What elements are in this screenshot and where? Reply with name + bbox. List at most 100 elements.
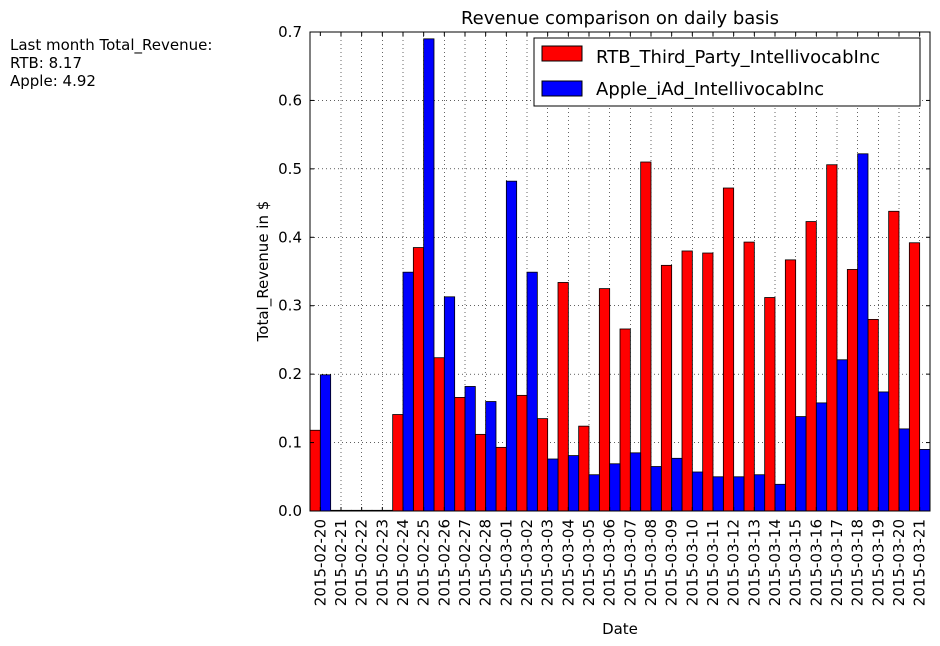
bar-rtb (743, 241, 755, 512)
bar-apple (712, 476, 724, 512)
legend-swatch-rtb (541, 45, 583, 62)
x-tick-label: 2015-03-06 (601, 519, 619, 606)
x-tick-label: 2015-03-15 (787, 519, 805, 606)
bar-apple (505, 180, 518, 512)
bar-rtb (702, 252, 714, 512)
x-tick-label: 2015-03-12 (725, 519, 743, 606)
bar-rtb (867, 318, 879, 512)
legend-swatch-apple (541, 80, 583, 97)
bar-apple (588, 474, 600, 512)
bar-apple (795, 416, 807, 512)
bar-rtb (557, 282, 569, 512)
y-tick-label: 0.1 (278, 434, 302, 452)
bar-rtb (454, 397, 466, 512)
bar-apple (567, 455, 580, 512)
x-tick-label: 2015-03-08 (642, 519, 660, 606)
bar-apple (815, 402, 828, 512)
x-tick-label: 2015-03-05 (580, 519, 598, 606)
x-tick-label: 2015-02-25 (415, 519, 433, 606)
bar-apple (836, 359, 848, 512)
y-tick-label: 0.5 (278, 160, 302, 178)
y-axis-label: Total_Revenue in $ (254, 201, 273, 343)
bar-rtb (846, 269, 859, 512)
y-tick-label: 0.6 (278, 91, 302, 109)
bar-apple (733, 476, 745, 512)
x-tick-label: 2015-03-09 (663, 519, 681, 606)
bar-rtb (412, 247, 425, 512)
summary-title: Last month Total_Revenue: (10, 36, 213, 54)
plot-frame (309, 31, 931, 512)
legend-label-apple: Apple_iAd_IntellivocabInc (596, 79, 824, 100)
bar-apple (753, 474, 766, 512)
x-tick-label: 2015-03-13 (745, 519, 763, 606)
x-tick-label: 2015-02-23 (373, 519, 391, 606)
bar-rtb (826, 164, 838, 512)
bar-rtb (392, 414, 404, 512)
bar-apple (919, 449, 931, 512)
bar-rtb (888, 210, 900, 512)
x-tick-label: 2015-03-17 (828, 519, 846, 606)
x-tick-label: 2015-03-19 (869, 519, 887, 606)
bar-apple (547, 458, 559, 512)
y-tick-label: 0.3 (278, 297, 302, 315)
y-tick-label: 0.0 (278, 502, 302, 520)
bar-apple (526, 271, 538, 512)
bar-rtb (495, 446, 507, 512)
bar-apple (485, 401, 497, 512)
x-tick-label: 2015-03-02 (518, 519, 536, 606)
summary-annotation: Last month Total_Revenue: RTB: 8.17 Appl… (10, 36, 212, 90)
bar-apple (402, 271, 414, 512)
x-tick-label: 2015-03-18 (849, 519, 867, 606)
x-tick-label: 2015-03-11 (704, 519, 722, 606)
bar-rtb (640, 161, 652, 512)
chart-title: Revenue comparison on daily basis (461, 8, 779, 29)
bar-apple (877, 391, 890, 512)
x-axis-label: Date (602, 620, 638, 638)
bar-apple (671, 457, 683, 512)
bar-rtb (433, 357, 445, 512)
y-tick-label: 0.4 (278, 228, 302, 246)
bar-apple (650, 466, 662, 512)
summary-rtb: RTB: 8.17 (10, 54, 83, 72)
x-tick-label: 2015-03-07 (621, 519, 639, 606)
x-tick-label: 2015-03-20 (890, 519, 908, 606)
bar-apple (443, 296, 456, 512)
x-tick-label: 2015-03-10 (683, 519, 701, 606)
legend-frame (533, 37, 921, 107)
x-tick-label: 2015-03-21 (911, 519, 929, 606)
x-tick-label: 2015-03-16 (807, 519, 825, 606)
x-tick-label: 2015-03-14 (766, 519, 784, 606)
bar-rtb (578, 425, 590, 512)
x-tick-label: 2015-03-04 (559, 519, 577, 606)
bar-apple (319, 374, 332, 512)
x-tick-label: 2015-02-28 (477, 519, 495, 606)
bar-rtb (474, 433, 487, 512)
bar-apple (423, 38, 435, 512)
bar-rtb (764, 297, 776, 512)
bar-apple (629, 452, 642, 512)
bar-rtb (516, 394, 528, 512)
bar-apple (609, 463, 621, 512)
x-tick-label: 2015-02-20 (311, 519, 329, 606)
bar-apple (898, 428, 910, 512)
bars (309, 38, 931, 512)
bar-rtb (784, 259, 797, 512)
bar-rtb (619, 328, 631, 512)
bar-apple (464, 386, 476, 512)
bar-rtb (722, 187, 735, 512)
y-tick-label: 0.7 (278, 23, 302, 41)
legend: RTB_Third_Party_IntellivocabInc Apple_iA… (533, 37, 921, 107)
x-tick-label: 2015-03-03 (539, 519, 557, 606)
summary-apple: Apple: 4.92 (10, 72, 96, 90)
bar-rtb (805, 221, 817, 512)
x-tick-label: 2015-02-24 (394, 519, 412, 606)
x-tick-label: 2015-03-01 (497, 519, 515, 606)
bar-rtb (536, 418, 549, 512)
bar-rtb (908, 242, 921, 512)
bar-rtb (598, 288, 611, 512)
bar-apple (774, 483, 786, 512)
x-tick-label: 2015-02-21 (332, 519, 350, 606)
bar-rtb (660, 264, 673, 512)
